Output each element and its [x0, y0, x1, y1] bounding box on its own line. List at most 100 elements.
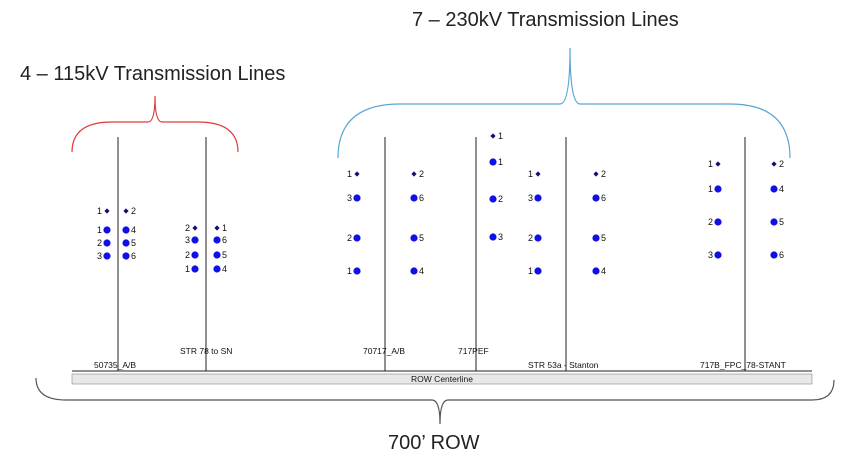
- row-centerline-label: ROW Centerline: [411, 374, 473, 384]
- phase-label: 2: [185, 250, 190, 260]
- phase-label: 5: [131, 238, 136, 248]
- phase-conductor-marker: [103, 239, 111, 247]
- bracket-115kv: [71, 95, 239, 153]
- phase-label: 2: [347, 233, 352, 243]
- phase-label: 1: [498, 131, 503, 141]
- phase-conductor-marker: [122, 252, 130, 260]
- phase-label: 1: [97, 225, 102, 235]
- phase-conductor-marker: [353, 234, 361, 242]
- phase-conductor-marker: [534, 267, 542, 275]
- phase-conductor-marker: [213, 236, 221, 244]
- phase-label: 2: [708, 217, 713, 227]
- phase-label: 1: [708, 159, 713, 169]
- phase-conductor-marker: [353, 194, 361, 202]
- shield-wire-marker: [535, 171, 541, 177]
- phase-label: 4: [601, 266, 606, 276]
- shield-wire-marker: [715, 161, 721, 167]
- phase-conductor-marker: [191, 265, 199, 273]
- phase-conductor-marker: [489, 158, 497, 166]
- phase-label: 2: [779, 159, 784, 169]
- phase-conductor-marker: [191, 236, 199, 244]
- phase-label: 1: [185, 264, 190, 274]
- phase-label: 4: [779, 184, 784, 194]
- structure-name-717b: 717B_FPC_78-STANT: [700, 360, 786, 370]
- phase-conductor-marker: [770, 218, 778, 226]
- structure-name-50735: 50735_A/B: [94, 360, 136, 370]
- phase-label: 3: [708, 250, 713, 260]
- shield-wire-marker: [192, 225, 198, 231]
- phase-label: 3: [97, 251, 102, 261]
- phase-conductor-marker: [489, 195, 497, 203]
- phase-label: 6: [131, 251, 136, 261]
- bracket-230kv: [337, 47, 791, 159]
- phase-label: 1: [347, 266, 352, 276]
- phase-label: 6: [222, 235, 227, 245]
- phase-label: 1: [347, 169, 352, 179]
- shield-wire-marker: [104, 208, 110, 214]
- phase-label: 2: [528, 233, 533, 243]
- phase-conductor-marker: [410, 267, 418, 275]
- phase-label: 3: [528, 193, 533, 203]
- title-115kv: 4 – 115kV Transmission Lines: [20, 63, 285, 85]
- phase-conductor-marker: [122, 239, 130, 247]
- structure-name-str53a: STR 53a - Stanton: [528, 360, 599, 370]
- phase-conductor-marker: [770, 185, 778, 193]
- phase-conductor-marker: [534, 194, 542, 202]
- phase-label: 6: [601, 193, 606, 203]
- bracket-row: [35, 377, 835, 425]
- row-width-label: 700’ ROW: [388, 432, 480, 454]
- phase-label: 1: [528, 169, 533, 179]
- phase-conductor-marker: [770, 251, 778, 259]
- phase-conductor-marker: [353, 267, 361, 275]
- structure-name-str78: STR 78 to SN: [180, 346, 232, 356]
- phase-conductor-marker: [410, 234, 418, 242]
- phase-label: 3: [347, 193, 352, 203]
- phase-conductor-marker: [714, 185, 722, 193]
- phase-label: 5: [779, 217, 784, 227]
- phase-conductor-marker: [592, 234, 600, 242]
- phase-label: 1: [498, 157, 503, 167]
- shield-wire-marker: [354, 171, 360, 177]
- phase-conductor-marker: [103, 252, 111, 260]
- shield-wire-marker: [411, 171, 417, 177]
- phase-label: 1: [528, 266, 533, 276]
- structure-name-70717: 70717_A/B: [363, 346, 405, 356]
- phase-conductor-marker: [534, 234, 542, 242]
- shield-wire-marker: [214, 225, 220, 231]
- phase-label: 2: [185, 223, 190, 233]
- phase-label: 1: [708, 184, 713, 194]
- phase-conductor-marker: [213, 251, 221, 259]
- phase-label: 1: [97, 206, 102, 216]
- phase-label: 5: [601, 233, 606, 243]
- phase-label: 1: [222, 223, 227, 233]
- phase-conductor-marker: [122, 226, 130, 234]
- phase-label: 5: [419, 233, 424, 243]
- shield-wire-marker: [490, 133, 496, 139]
- phase-conductor-marker: [191, 251, 199, 259]
- phase-label: 6: [779, 250, 784, 260]
- phase-label: 4: [131, 225, 136, 235]
- shield-wire-marker: [593, 171, 599, 177]
- phase-conductor-marker: [489, 233, 497, 241]
- row-centerline-box: [71, 373, 813, 385]
- shield-wire-marker: [123, 208, 129, 214]
- phase-conductor-marker: [714, 218, 722, 226]
- phase-label: 4: [222, 264, 227, 274]
- phase-conductor-marker: [410, 194, 418, 202]
- phase-conductor-marker: [592, 194, 600, 202]
- phase-label: 6: [419, 193, 424, 203]
- shield-wire-marker: [771, 161, 777, 167]
- phase-label: 5: [222, 250, 227, 260]
- phase-conductor-marker: [714, 251, 722, 259]
- phase-conductor-marker: [103, 226, 111, 234]
- phase-conductor-marker: [592, 267, 600, 275]
- conductor-layer: 1 1 2 3 2 4 5 6 2 3 2 1 1 6 5 4 1 3 2 1 2 6 5 4 1 1 2 3 1 3 2 1 2 6 5 4 1 1 2 3…: [97, 131, 784, 276]
- phase-label: 3: [498, 232, 503, 242]
- phase-label: 2: [419, 169, 424, 179]
- structure-name-717pef: 717PEF: [458, 346, 489, 356]
- phase-label: 2: [601, 169, 606, 179]
- phase-label: 2: [97, 238, 102, 248]
- phase-label: 2: [131, 206, 136, 216]
- phase-conductor-marker: [213, 265, 221, 273]
